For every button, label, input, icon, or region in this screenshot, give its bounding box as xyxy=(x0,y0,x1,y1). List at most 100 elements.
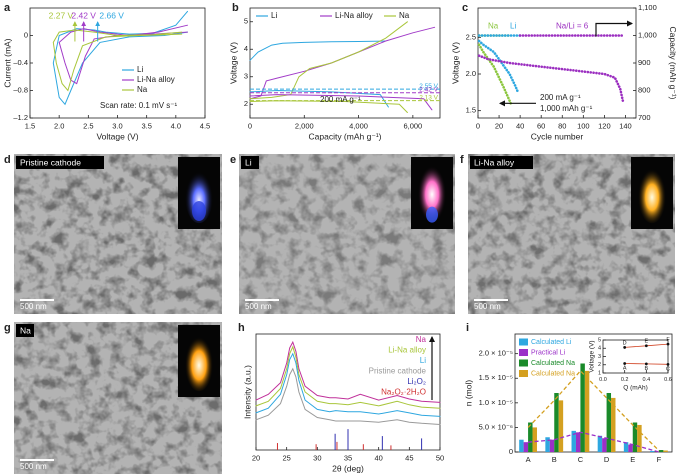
x-axis-label: Q (mAh) xyxy=(623,385,648,392)
bar xyxy=(611,397,616,452)
y-tick-label: –0.4 xyxy=(13,58,28,67)
x-tick-label: 20 xyxy=(252,453,260,462)
y2-axis-label: Capacity (mAh g⁻¹) xyxy=(668,27,678,100)
y2-tick-label: 1,000 xyxy=(638,30,657,39)
x-axis-label: Voltage (V) xyxy=(96,131,138,141)
legend-label: Na xyxy=(488,22,499,31)
bar xyxy=(549,439,555,452)
plateau-label: 2.13 V xyxy=(419,94,438,101)
legend-label: Na₂O₂·2H₂O xyxy=(381,388,426,397)
legend-label: Na xyxy=(399,11,410,20)
x-tick-label: 30 xyxy=(313,453,321,462)
y-tick-label: 4 xyxy=(244,44,248,53)
legend-label: Calculated Na xyxy=(531,370,575,377)
y-axis-label: Voltage (V) xyxy=(228,42,238,84)
x-tick-label: 4,000 xyxy=(349,121,368,130)
chart: i 0 5.0 × 10⁻⁶ 1.0 × 10⁻⁵ 1.5 × 10⁻⁵ 2.0 × 10… xyxy=(463,322,673,464)
panel-letter: f xyxy=(460,154,464,166)
x-tick-label: B xyxy=(552,455,557,464)
trend-line xyxy=(527,369,660,451)
x-tick-label: A xyxy=(526,455,531,464)
image-label: Pristine cathode xyxy=(20,157,81,167)
y-tick-label: 1.5 xyxy=(466,106,476,115)
panel-letter: e xyxy=(230,154,236,166)
panel-letter: g xyxy=(4,322,11,334)
legend-label: Pristine cathode xyxy=(369,367,427,376)
bar xyxy=(528,422,533,452)
bar xyxy=(575,432,581,452)
y-tick-label: 5 xyxy=(244,17,248,26)
bar xyxy=(554,393,559,452)
plot-frame xyxy=(249,7,441,119)
y-tick-label: 1 xyxy=(598,370,601,376)
scale-label: 500 nm xyxy=(20,462,47,471)
legend-label: Li xyxy=(137,65,143,74)
x-tick-label: C xyxy=(578,455,584,464)
x-axis-label: Cycle number xyxy=(531,131,584,141)
legend-swatch xyxy=(519,349,528,356)
series-line xyxy=(255,345,441,409)
chart: 0.0 0.2 0.4 0.6 1 2 3 4 5 Q (mAh) Voltage (V) A B C D E… xyxy=(589,337,672,392)
x-axis-label: Capacity (mAh g⁻¹) xyxy=(309,131,382,141)
series-line xyxy=(52,10,188,106)
y-tick-label: –1.2 xyxy=(13,113,28,122)
trend-line xyxy=(528,431,660,453)
inset-bg xyxy=(603,340,668,373)
legend-label: Li xyxy=(271,11,277,20)
x-tick-label: E xyxy=(630,455,635,464)
series-line xyxy=(477,43,512,105)
peak-label: 2.66 V xyxy=(99,10,124,20)
x-tick-label: 0.0 xyxy=(599,377,607,383)
note: 200 mA g⁻¹ xyxy=(540,93,581,102)
point-label: B xyxy=(644,366,648,372)
bar xyxy=(571,430,576,452)
x-tick-label: 2.5 xyxy=(83,121,93,130)
y-tick-label: 2.0 × 10⁻⁵ xyxy=(479,349,513,358)
bar xyxy=(606,393,612,452)
x-tick-label: 120 xyxy=(598,121,611,130)
flame xyxy=(184,333,214,392)
x-axis-label: 2θ (deg) xyxy=(332,463,364,473)
x-tick-label: 2,000 xyxy=(295,121,314,130)
x-tick-label: 35 xyxy=(344,453,352,462)
series-line xyxy=(249,94,433,111)
flame xyxy=(637,165,667,224)
point-label: C xyxy=(666,366,670,372)
scale-label: 500 nm xyxy=(474,302,501,311)
y-tick-label: 3 xyxy=(598,354,601,360)
bar xyxy=(597,435,603,452)
series-line xyxy=(477,54,625,105)
legend-label: Calculated Li xyxy=(531,339,572,346)
image-label: Li-Na alloy xyxy=(474,157,515,167)
legend-label: Li xyxy=(420,356,426,365)
y-tick-label: 4 xyxy=(598,346,601,352)
x-tick-label: 40 xyxy=(516,121,524,130)
x-tick-label: 6,000 xyxy=(403,121,422,130)
label-bg xyxy=(241,156,259,169)
x-tick-label: 45 xyxy=(405,453,413,462)
y2-tick-label: 800 xyxy=(638,85,651,94)
panel-letter: a xyxy=(4,2,11,14)
legend-label: Na xyxy=(137,85,148,94)
y-tick-label: 3 xyxy=(244,72,248,81)
x-tick-label: 3.5 xyxy=(141,121,151,130)
x-tick-label: 0.2 xyxy=(621,377,629,383)
series-line xyxy=(249,89,389,108)
note: Scan rate: 0.1 mV s⁻¹ xyxy=(100,101,177,110)
flame-core xyxy=(426,206,438,223)
legend-label: Calculated Na xyxy=(531,360,575,367)
y-axis-label: Voltage (V) xyxy=(589,340,596,372)
series-line xyxy=(255,352,441,417)
legend-label: Na xyxy=(416,335,427,344)
x-tick-label: 3.0 xyxy=(112,121,122,130)
point xyxy=(666,342,670,346)
chart: a 1.5 2.0 2.5 3.0 3.5 4.0 4.5 –1.2 –0.8 –0.4 0 Volta… xyxy=(2,2,210,141)
x-tick-label: 25 xyxy=(282,453,290,462)
legend-label: Li-Na alloy xyxy=(335,11,373,20)
y-axis-label: n (mol) xyxy=(463,380,473,407)
bar xyxy=(580,363,585,452)
x-tick-label: F xyxy=(657,455,662,464)
bar xyxy=(637,424,642,452)
flame xyxy=(417,165,447,224)
